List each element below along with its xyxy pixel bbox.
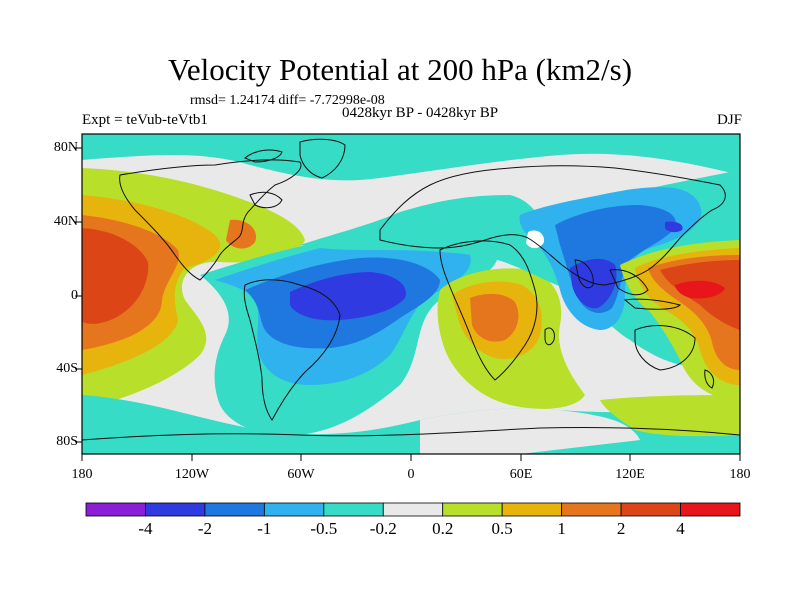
lat-label: 0 xyxy=(71,288,78,303)
plot-title: Velocity Potential at 200 hPa (km2/s) xyxy=(167,52,633,87)
season-label: DJF xyxy=(716,112,742,128)
colorbar-label: 1 xyxy=(557,519,566,538)
colorbar-label: 0.2 xyxy=(432,519,454,538)
colorbar-swatch xyxy=(561,502,622,517)
colorbar-label: -1 xyxy=(257,519,272,538)
period-label: 0428kyr BP - 0428kyr BP xyxy=(341,105,499,121)
stats-label: rmsd= 1.24174 diff= -7.72998e-08 xyxy=(190,93,385,108)
colorbar-label: 0.5 xyxy=(491,519,513,538)
colorbar-swatch xyxy=(620,502,681,517)
colorbar-swatch xyxy=(85,502,146,517)
lon-label: 180 xyxy=(729,467,751,482)
lat-label: 80S xyxy=(56,434,78,449)
colorbar-label: -0.5 xyxy=(310,519,338,538)
lon-label: 120E xyxy=(615,467,645,482)
lat-label: 80N xyxy=(53,140,78,155)
colorbar xyxy=(85,502,741,517)
colorbar-swatch xyxy=(204,502,265,517)
lat-label: 40N xyxy=(53,214,78,229)
lon-label: 120W xyxy=(174,467,210,482)
colorbar-swatch xyxy=(680,502,741,517)
colorbar-swatch xyxy=(501,502,563,517)
lon-label: 60E xyxy=(509,467,533,482)
colorbar-swatch xyxy=(145,502,206,517)
colorbar-label: -2 xyxy=(197,519,212,538)
velocity-potential-field xyxy=(82,134,740,454)
colorbar-swatch xyxy=(382,502,444,517)
colorbar-label: -0.2 xyxy=(369,519,397,538)
colorbar-swatch xyxy=(263,502,325,517)
coastlines xyxy=(82,138,740,441)
experiment-label: Expt = teVub-teVtb1 xyxy=(82,112,208,128)
colorbar-label: -4 xyxy=(138,519,153,538)
lat-label: 40S xyxy=(56,361,78,376)
lon-label: 60W xyxy=(287,467,315,482)
colorbar-label: 4 xyxy=(676,519,685,538)
colorbar-swatch xyxy=(323,502,384,517)
axis-ticks xyxy=(75,147,741,461)
lon-label: 0 xyxy=(407,467,415,482)
colorbar-swatch xyxy=(442,502,503,517)
colorbar-label: 2 xyxy=(616,519,626,538)
lon-label: 180 xyxy=(71,467,93,482)
